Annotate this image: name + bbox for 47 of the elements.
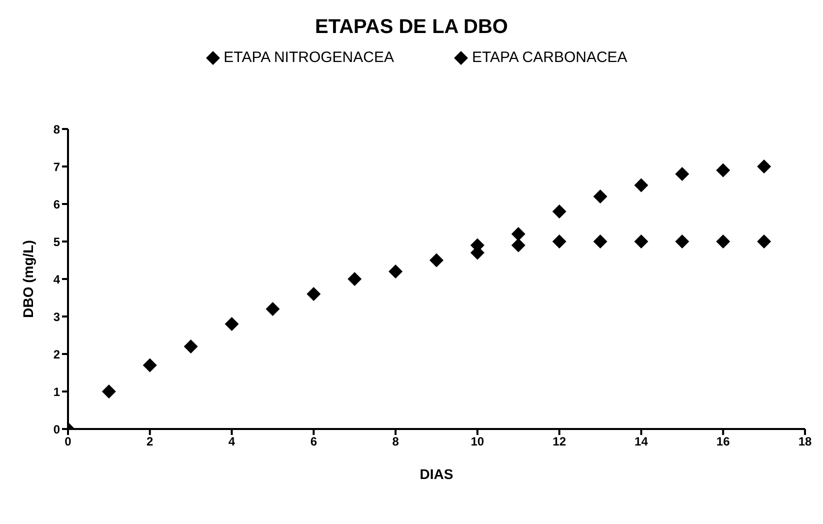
x-tick-label: 6 — [310, 434, 318, 449]
y-tick-label: 6 — [53, 197, 60, 212]
point — [757, 234, 772, 248]
legend-label: ETAPA CARBONACEA — [472, 49, 628, 66]
point — [716, 234, 730, 248]
legend-label: ETAPA NITROGENACEA — [224, 49, 394, 66]
point — [634, 234, 648, 248]
y-tick-label: 2 — [53, 347, 60, 362]
point — [716, 163, 730, 178]
point — [388, 264, 403, 278]
y-tick-label: 7 — [53, 160, 60, 174]
point — [511, 227, 526, 241]
x-tick-label: 10 — [470, 434, 484, 449]
x-tick-label: 18 — [798, 434, 812, 449]
x-tick-label: 12 — [552, 434, 566, 449]
point — [266, 302, 280, 316]
point — [430, 253, 444, 268]
y-axis-title: DBO (mg/L) — [20, 240, 36, 318]
point — [675, 167, 690, 181]
x-axis-title: DIAS — [420, 466, 454, 482]
point — [142, 358, 157, 372]
point — [593, 190, 608, 204]
point — [634, 178, 648, 192]
y-tick-label: 0 — [53, 422, 60, 436]
point — [675, 234, 690, 248]
x-tick-label: 14 — [634, 434, 648, 449]
point — [224, 317, 239, 331]
y-tick-label: 4 — [53, 272, 60, 286]
point — [552, 234, 566, 248]
y-tick-label: 5 — [53, 234, 60, 249]
point — [348, 272, 362, 286]
x-tick-label: 16 — [716, 434, 730, 449]
x-tick-label: 0 — [64, 434, 72, 449]
y-tick-label: 1 — [53, 384, 60, 399]
point — [511, 238, 526, 252]
point — [757, 160, 772, 174]
chart-title: ETAPAS DE LA DBO — [314, 16, 509, 39]
point — [184, 340, 198, 354]
point — [306, 287, 321, 301]
y-tick-label: 8 — [53, 122, 60, 136]
point — [593, 234, 608, 248]
x-tick-label: 8 — [392, 434, 400, 449]
point — [102, 384, 116, 398]
x-tick-label: 4 — [228, 434, 236, 449]
y-tick-label: 3 — [53, 310, 60, 324]
x-tick-label: 2 — [146, 434, 154, 449]
point — [552, 204, 566, 218]
